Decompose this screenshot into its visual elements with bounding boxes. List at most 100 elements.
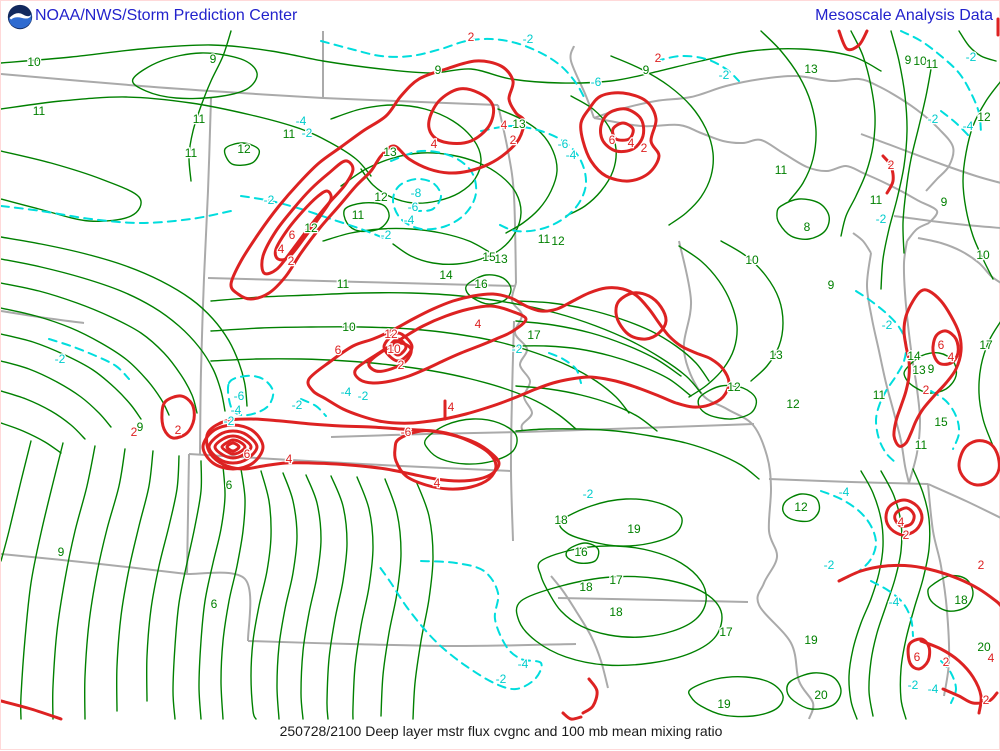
state-border: [186, 571, 252, 642]
mixing-ratio-contour: [1, 440, 32, 562]
state-border: [1, 553, 188, 575]
mixing-ratio-contour: [497, 108, 558, 234]
contour-label: -2: [882, 318, 893, 332]
contour-label: 2: [510, 133, 517, 147]
contour-label: 9: [941, 195, 948, 209]
state-border: [593, 74, 955, 192]
mixing-ratio-contour: [978, 321, 1000, 460]
state-border: [678, 240, 815, 720]
contour-label: -2: [55, 352, 66, 366]
contour-label: 13: [912, 363, 926, 377]
contour-label: 2: [288, 254, 295, 268]
convergence-contour: [273, 189, 333, 262]
mixing-ratio-contour: [51, 445, 96, 720]
state-border: [186, 453, 190, 575]
contour-label: 20: [814, 688, 828, 702]
site-title: NOAA/NWS/Storm Prediction Center: [35, 7, 298, 24]
contour-label: 12: [237, 142, 251, 156]
mixing-ratio-contour: [115, 450, 154, 712]
convergence-contour: [260, 159, 355, 276]
contour-label: -4: [928, 682, 939, 696]
mixing-ratio-contour: [786, 672, 842, 710]
product-title: Mesoscale Analysis Data: [815, 7, 993, 24]
state-border: [893, 215, 1000, 229]
contour-label: 11: [185, 146, 198, 160]
contour-label: -2: [966, 50, 977, 64]
convergence-contour: [837, 29, 869, 52]
contour-label: 16: [474, 277, 488, 291]
contour-label: 9: [137, 420, 144, 434]
contour-label: -2: [496, 672, 507, 686]
contour-label: 10: [976, 248, 990, 262]
contour-label: -2: [523, 32, 534, 46]
state-border: [768, 478, 929, 485]
mixing-ratio-contour: [465, 274, 512, 305]
state-border: [902, 240, 922, 484]
mixing-ratio-contour: [962, 81, 1000, 280]
state-border: [906, 222, 930, 242]
contour-label: 19: [717, 697, 731, 711]
state-border: [247, 640, 577, 648]
mixing-ratio-contour: [423, 418, 518, 465]
divergence-contour: [900, 30, 982, 134]
state-border: [330, 431, 524, 438]
contour-label: 4: [286, 452, 293, 466]
contour-label: 2: [903, 528, 910, 542]
contour-label: 15: [482, 250, 496, 264]
divergence-contour: [548, 352, 582, 384]
mixing-ratio-contour: [1, 333, 142, 420]
contour-label: 9: [928, 362, 935, 376]
contour-label: -6: [558, 137, 569, 151]
divergence-contour: [940, 110, 970, 137]
contour-label: 12: [551, 234, 565, 248]
mixing-ratio-contour: [145, 455, 180, 702]
contour-label: 4: [501, 118, 508, 132]
contour-label: 13: [804, 62, 818, 76]
contour-label: -2: [224, 414, 235, 428]
contour-label: 11: [873, 388, 886, 402]
mixing-ratio-contour: [610, 55, 715, 226]
mixing-ratio-contour: [848, 470, 884, 720]
mixing-ratio-contour: [688, 676, 784, 718]
contour-label: -6: [408, 200, 419, 214]
mixing-ratio-contour: [515, 575, 723, 667]
contour-label: 6: [244, 447, 251, 461]
state-border: [509, 320, 515, 542]
contour-label: 19: [627, 522, 641, 536]
convergence-contour: [581, 677, 599, 715]
contour-label: -4: [839, 485, 850, 499]
contour-label: 19: [804, 633, 818, 647]
mixing-ratio-contour: [326, 475, 348, 720]
contour-label: 18: [579, 580, 593, 594]
mixing-ratio-contour: [515, 385, 658, 432]
contour-label: -6: [591, 75, 602, 89]
state-border: [550, 575, 609, 689]
contour-label: 2: [655, 51, 662, 65]
mixing-ratio-contour: [1, 44, 882, 84]
contour-label: -2: [908, 678, 919, 692]
contour-label: 12: [727, 380, 741, 394]
contour-label: -2: [583, 487, 594, 501]
state-border: [860, 133, 1000, 184]
convergence-contour: [892, 288, 963, 448]
divergence-contour: [300, 398, 327, 417]
contour-label: 6: [609, 133, 616, 147]
state-border: [557, 597, 749, 603]
contour-label: 2: [175, 423, 182, 437]
contour-label: 9: [435, 63, 442, 77]
contour-label: 18: [954, 593, 968, 607]
contour-label: 14: [439, 268, 453, 282]
mixing-ratio-contour: [558, 498, 683, 547]
contour-label: 2: [131, 425, 138, 439]
convergence-contour: [229, 59, 526, 301]
contour-label: 12: [374, 190, 388, 204]
convergence-contour: [599, 107, 646, 154]
convergence-contour: [213, 434, 253, 460]
convergence-contour: [393, 429, 498, 491]
convergence-contour: [837, 563, 1000, 608]
divergence-contour: [48, 338, 130, 380]
contour-label: -2: [928, 112, 939, 126]
convergence-contour: [884, 498, 924, 537]
